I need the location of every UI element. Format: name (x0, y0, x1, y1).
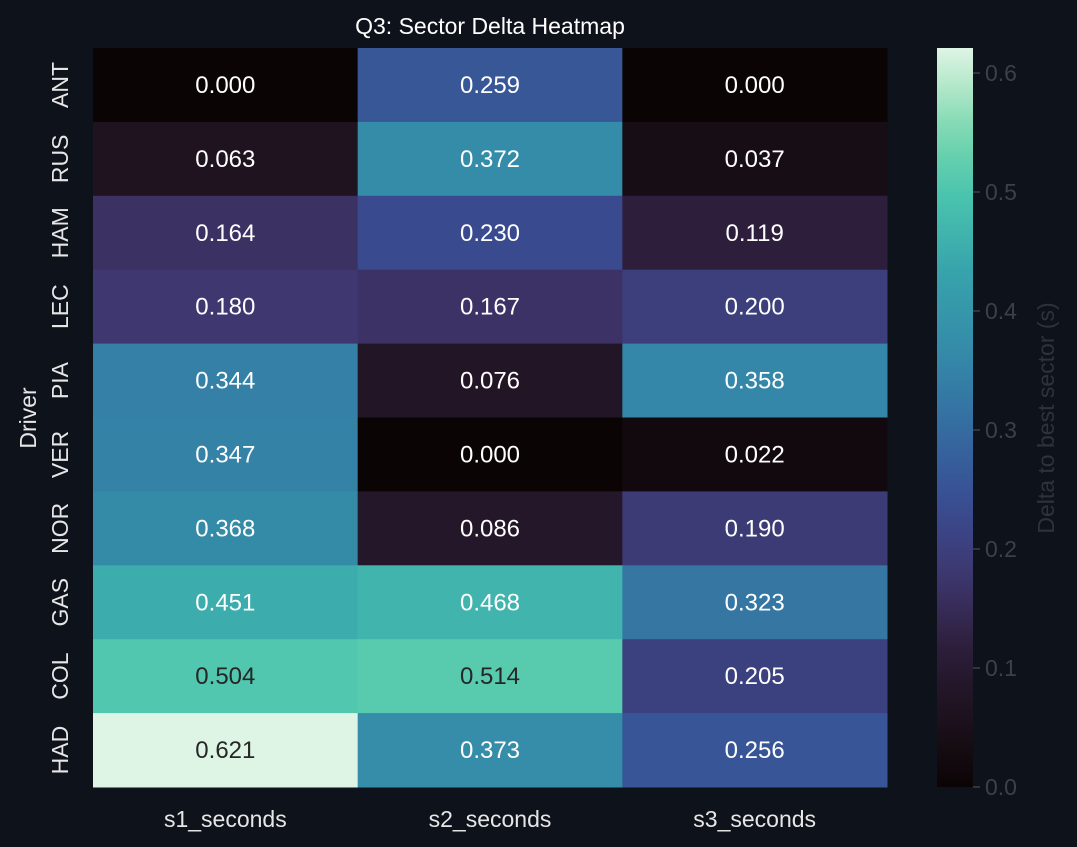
y-tick-label: COL (47, 652, 73, 700)
cell-annotation: 0.190 (725, 515, 785, 542)
heatmap-cell (622, 269, 888, 345)
cell-annotation: 0.451 (195, 589, 255, 616)
cell-annotation: 0.621 (195, 737, 255, 764)
heatmap-cell (622, 639, 888, 714)
heatmap-cell (93, 195, 359, 271)
cell-annotation: 0.368 (195, 515, 255, 542)
chart-title: Q3: Sector Delta Heatmap (355, 13, 625, 39)
heatmap-cell (357, 269, 623, 345)
colorbar-tick-label: 0.2 (985, 536, 1017, 562)
heatmap-cell (622, 491, 888, 566)
heatmap-cell (622, 48, 888, 123)
colorbar-tick-label: 0.1 (985, 655, 1017, 681)
heatmap-cell (622, 713, 888, 788)
heatmap-cell (93, 565, 359, 640)
cell-annotation: 0.119 (726, 220, 784, 247)
cell-annotation: 0.323 (725, 589, 785, 616)
heatmap-cell (357, 195, 623, 271)
y-tick-label: ANT (47, 62, 73, 108)
heatmap-cell (357, 565, 623, 640)
colorbar-label: Delta to best sector (s) (1033, 302, 1059, 533)
heatmap-cell (357, 121, 623, 197)
heatmap-cell (357, 491, 623, 566)
cell-annotation: 0.344 (195, 368, 255, 395)
cell-annotation: 0.037 (725, 146, 785, 173)
heatmap-cell (93, 417, 359, 492)
y-tick-label: LEC (47, 284, 73, 329)
heatmap-cell (93, 269, 359, 345)
cell-annotation: 0.372 (460, 146, 520, 173)
x-tick-labels: s1_seconds s2_seconds s3_seconds (164, 806, 816, 832)
cell-annotation: 0.164 (195, 220, 255, 247)
cell-annotation: 0.167 (460, 294, 520, 321)
heatmap-cell (93, 48, 359, 123)
y-tick-label: GAS (47, 578, 73, 627)
y-tick-label: NOR (47, 503, 73, 554)
heatmap-cell (357, 713, 623, 788)
heatmap-annotations: 0.000 0.259 0.000 0.063 0.372 0.037 0.164 0.230… (195, 72, 784, 764)
cell-annotation: 0.256 (725, 737, 785, 764)
y-axis-label: Driver (15, 387, 41, 449)
heatmap-cell (357, 639, 623, 714)
heatmap-cell (357, 48, 623, 123)
colorbar-tick-label: 0.5 (985, 179, 1017, 205)
cell-annotation: 0.373 (460, 737, 520, 764)
y-tick-label: VER (47, 431, 73, 478)
heatmap-cell (93, 343, 359, 418)
cell-annotation: 0.230 (460, 220, 520, 247)
cell-annotation: 0.205 (725, 663, 785, 690)
cell-annotation: 0.076 (460, 368, 520, 395)
heatmap-cell (622, 195, 888, 271)
cell-annotation: 0.468 (460, 589, 520, 616)
cell-annotation: 0.200 (725, 294, 785, 321)
colorbar-tick-label: 0.0 (985, 774, 1017, 800)
colorbar-tick-label: 0.3 (985, 417, 1017, 443)
cell-annotation: 0.000 (195, 72, 255, 99)
cell-annotation: 0.086 (460, 515, 520, 542)
x-tick-label: s1_seconds (164, 806, 287, 832)
y-tick-label: HAD (47, 726, 73, 775)
colorbar-ticks: 0.0 0.1 0.2 0.3 0.4 0.5 0.6 (973, 60, 1017, 800)
cell-annotation: 0.514 (460, 663, 520, 690)
x-tick-label: s2_seconds (429, 806, 552, 832)
heatmap-cell (622, 565, 888, 640)
colorbar-tick-label: 0.4 (985, 298, 1017, 324)
y-tick-label: PIA (47, 361, 73, 399)
cell-annotation: 0.022 (725, 441, 785, 468)
colorbar (937, 48, 973, 787)
heatmap-cells (93, 48, 888, 788)
cell-annotation: 0.358 (725, 368, 785, 395)
y-tick-labels: ANT RUS HAM LEC PIA VER NOR GAS COL HAD (47, 62, 73, 774)
heatmap-cell (622, 417, 888, 492)
heatmap-cell (622, 343, 888, 418)
cell-annotation: 0.259 (460, 72, 520, 99)
y-tick-label: HAM (47, 207, 73, 258)
heatmap-cell (93, 121, 359, 197)
colorbar-tick-label: 0.6 (985, 60, 1017, 86)
cell-annotation: 0.504 (195, 663, 255, 690)
heatmap-cell (357, 343, 623, 418)
heatmap-cell (93, 639, 359, 714)
cell-annotation: 0.063 (195, 146, 255, 173)
cell-annotation: 0.000 (460, 441, 520, 468)
x-tick-label: s3_seconds (693, 806, 816, 832)
cell-annotation: 0.000 (725, 72, 785, 99)
heatmap-cell (93, 491, 359, 566)
y-tick-label: RUS (47, 135, 73, 184)
cell-annotation: 0.180 (195, 294, 255, 321)
heatmap-cell (622, 121, 888, 197)
cell-annotation: 0.347 (195, 441, 255, 468)
heatmap-cell (93, 713, 359, 788)
heatmap-cell (357, 417, 623, 492)
